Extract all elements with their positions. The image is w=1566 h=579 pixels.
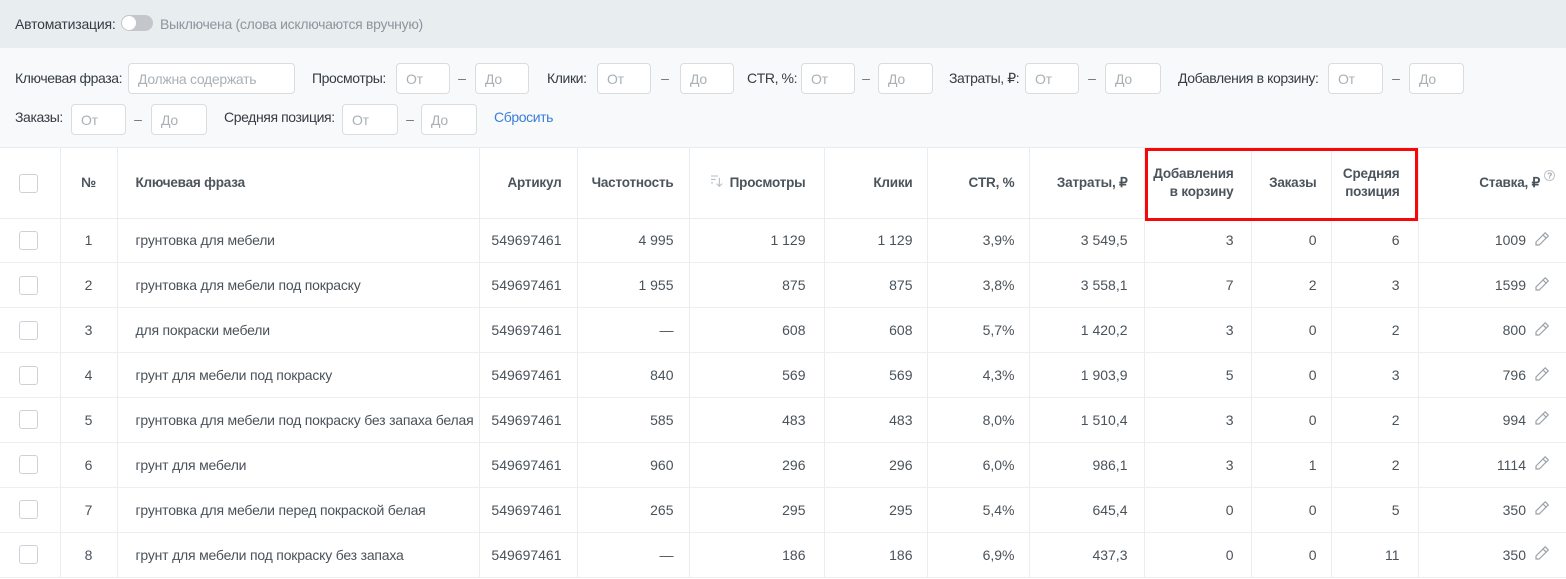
svg-text:?: ? (1547, 170, 1552, 180)
